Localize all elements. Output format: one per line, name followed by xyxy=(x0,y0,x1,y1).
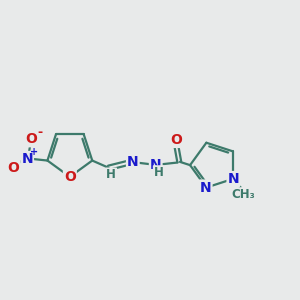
Text: O: O xyxy=(64,170,76,184)
Text: -: - xyxy=(37,126,42,139)
Text: H: H xyxy=(153,166,163,179)
Text: N: N xyxy=(200,181,212,194)
Text: O: O xyxy=(7,161,19,175)
Text: O: O xyxy=(25,132,37,146)
Text: CH₃: CH₃ xyxy=(232,188,255,201)
Text: N: N xyxy=(150,158,161,172)
Text: +: + xyxy=(30,147,38,157)
Text: N: N xyxy=(227,172,239,186)
Text: O: O xyxy=(170,133,182,147)
Text: N: N xyxy=(21,152,33,166)
Text: H: H xyxy=(106,168,116,182)
Text: N: N xyxy=(127,155,139,169)
